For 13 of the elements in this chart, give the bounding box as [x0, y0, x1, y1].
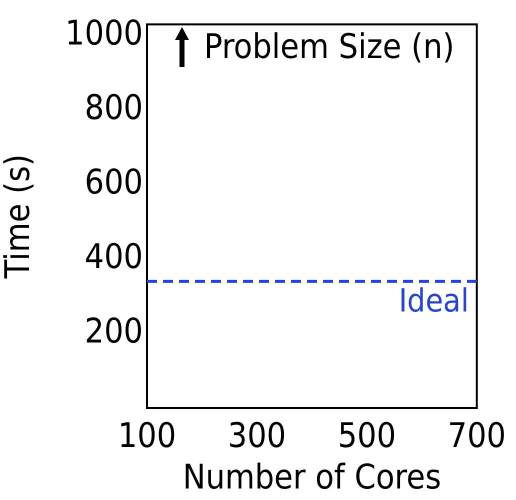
annotation: Problem Size (n)	[204, 27, 454, 68]
y-tick-label: 1000	[65, 13, 143, 54]
y-tick-label: 200	[84, 311, 143, 352]
x-tick-label: 500	[338, 416, 396, 456]
x-tick-label: 700	[448, 416, 506, 456]
y-tick-label: 800	[84, 88, 143, 128]
y-axis-title: Time (s)	[0, 154, 38, 280]
y-tick-label: 600	[84, 162, 143, 202]
x-axis-title: Number of Cores	[182, 457, 442, 498]
x-tick-label: 300	[228, 416, 286, 456]
x-tick-label: 100	[118, 416, 176, 456]
ref-line-label: Ideal	[398, 282, 469, 320]
y-tick-label: 400	[84, 236, 143, 277]
